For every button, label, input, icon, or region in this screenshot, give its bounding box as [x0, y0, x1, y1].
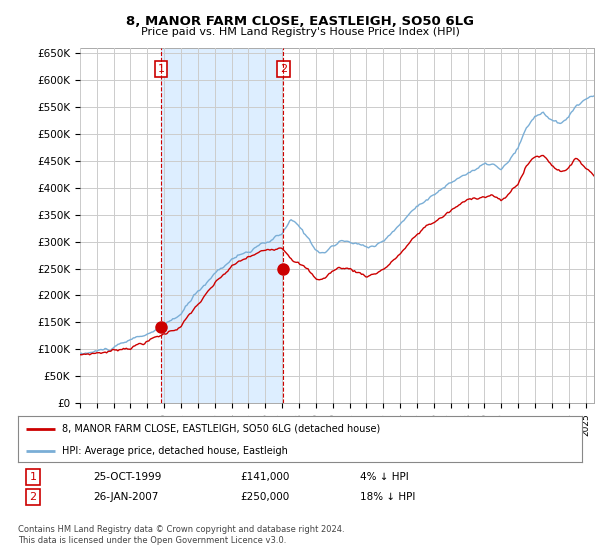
Text: £250,000: £250,000 [240, 492, 289, 502]
Text: £141,000: £141,000 [240, 472, 289, 482]
Text: Price paid vs. HM Land Registry's House Price Index (HPI): Price paid vs. HM Land Registry's House … [140, 27, 460, 37]
Text: 1: 1 [29, 472, 37, 482]
Text: 1: 1 [158, 64, 164, 74]
Text: HPI: Average price, detached house, Eastleigh: HPI: Average price, detached house, East… [62, 446, 288, 455]
Text: Contains HM Land Registry data © Crown copyright and database right 2024.
This d: Contains HM Land Registry data © Crown c… [18, 525, 344, 545]
Text: 18% ↓ HPI: 18% ↓ HPI [360, 492, 415, 502]
Text: 2: 2 [280, 64, 287, 74]
Text: 4% ↓ HPI: 4% ↓ HPI [360, 472, 409, 482]
Text: 26-JAN-2007: 26-JAN-2007 [93, 492, 158, 502]
Text: 8, MANOR FARM CLOSE, EASTLEIGH, SO50 6LG: 8, MANOR FARM CLOSE, EASTLEIGH, SO50 6LG [126, 15, 474, 28]
Text: 25-OCT-1999: 25-OCT-1999 [93, 472, 161, 482]
Text: 2: 2 [29, 492, 37, 502]
Text: 8, MANOR FARM CLOSE, EASTLEIGH, SO50 6LG (detached house): 8, MANOR FARM CLOSE, EASTLEIGH, SO50 6LG… [62, 424, 380, 434]
Bar [161, 48, 283, 403]
